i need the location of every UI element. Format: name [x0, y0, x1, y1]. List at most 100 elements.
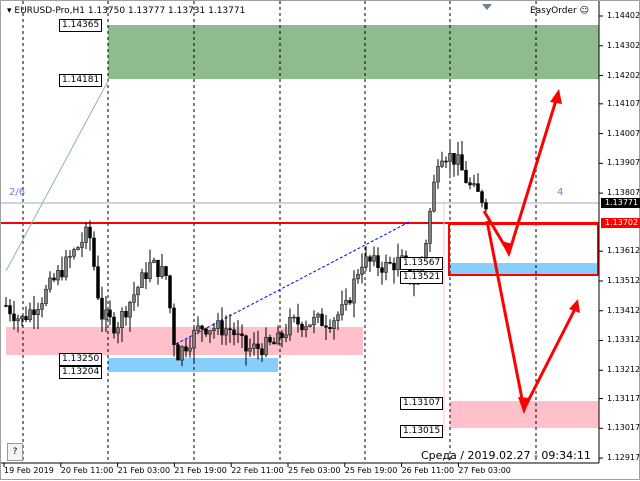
- green-supply-zone[interactable]: [108, 25, 599, 79]
- price-tick-label: 1.14107: [607, 98, 640, 108]
- current-price-tag: 1.13771: [601, 198, 640, 208]
- shift-marker-icon[interactable]: [482, 4, 492, 10]
- bull-candle: [292, 316, 296, 319]
- bull-candle: [336, 314, 340, 321]
- bear-candle: [144, 272, 148, 280]
- red-arrow-path-up: [482, 89, 562, 257]
- blue-zone-left[interactable]: [108, 358, 278, 372]
- bear-candle: [24, 316, 28, 321]
- bear-candle: [368, 256, 372, 262]
- bear-candle: [200, 325, 204, 330]
- bull-candle: [456, 154, 460, 165]
- price-label-blue-right-bottom[interactable]: 1.13521: [400, 271, 444, 284]
- bull-candle: [276, 332, 280, 345]
- bull-candle: [120, 310, 124, 328]
- price-label-pink-right-bottom[interactable]: 1.13015: [400, 425, 444, 438]
- bull-candle: [344, 300, 348, 305]
- bull-candle: [132, 294, 136, 303]
- red-target-box[interactable]: [448, 223, 599, 276]
- bull-candle: [48, 277, 52, 290]
- price-tick-label: 1.13612: [607, 246, 640, 256]
- price-tick-label: 1.13512: [607, 275, 640, 285]
- bear-candle: [88, 226, 92, 239]
- red-line-price-tag: 1.13702: [601, 218, 640, 228]
- bear-candle: [96, 266, 100, 299]
- time-tick-label: 25 Feb 19:00: [344, 466, 398, 475]
- bear-candle: [168, 275, 172, 309]
- bear-candle: [296, 316, 300, 325]
- blue-dotted-trend-line[interactable]: [175, 220, 412, 345]
- bear-candle: [100, 297, 104, 320]
- price-tick-label: 1.14202: [607, 70, 640, 80]
- bear-candle: [184, 346, 188, 352]
- bear-candle: [484, 202, 488, 210]
- bull-candle: [288, 317, 292, 336]
- time-tick-label: 21 Feb 19:00: [174, 466, 227, 475]
- bull-candle: [40, 303, 44, 310]
- bull-candle: [384, 262, 388, 273]
- chart-title: ▾ EURUSD-Pro,H1 1.13750 1.13777 1.13731 …: [7, 6, 246, 16]
- bear-candle: [156, 259, 160, 277]
- bull-candle: [364, 256, 368, 268]
- bull-candle: [136, 287, 140, 296]
- bear-candle: [380, 267, 384, 273]
- bear-candle: [300, 323, 304, 331]
- price-label-blue-left[interactable]: 1.13204: [59, 366, 103, 379]
- red-arrow-path-down: [485, 220, 580, 414]
- bear-candle: [464, 169, 468, 183]
- green-trend-line[interactable]: [5, 80, 109, 272]
- bull-candle: [264, 337, 268, 356]
- time-tick-label: 25 Feb 03:00: [288, 466, 341, 475]
- price-tick-label: 1.12917: [607, 453, 640, 463]
- bear-candle: [240, 333, 244, 336]
- bull-candle: [448, 153, 452, 162]
- bear-candle: [468, 182, 472, 186]
- smiley-icon: ☺: [579, 6, 589, 16]
- bull-candle: [432, 181, 436, 212]
- help-button[interactable]: ?: [7, 443, 23, 461]
- price-label-pink-left[interactable]: 1.13250: [59, 353, 103, 366]
- bull-candle: [332, 320, 336, 329]
- bear-candle: [8, 305, 12, 315]
- bull-candle: [180, 346, 184, 361]
- price-label-blue-right-top[interactable]: 1.13567: [400, 257, 444, 270]
- easyorder-label[interactable]: EasyOrder ☺: [530, 6, 589, 16]
- price-tick-label: 1.13412: [607, 305, 640, 315]
- price-label-green-bottom[interactable]: 1.14181: [59, 74, 103, 87]
- bull-candle: [284, 334, 288, 338]
- bear-candle: [280, 332, 284, 338]
- price-tick-label: 1.13907: [607, 158, 640, 168]
- time-tick-label: 27 Feb 03:00: [458, 466, 511, 475]
- bull-candle: [440, 160, 444, 167]
- bull-candle: [76, 247, 80, 250]
- price-label-green-top[interactable]: 1.14365: [59, 19, 103, 32]
- bull-candle: [224, 328, 228, 336]
- blue-zone-right[interactable]: [450, 263, 599, 275]
- bull-candle: [140, 272, 144, 288]
- expert-name: EasyOrder: [529, 6, 577, 16]
- bear-candle: [476, 183, 480, 192]
- bull-candle: [84, 226, 88, 243]
- price-tick-label: 1.14007: [607, 128, 640, 138]
- bear-candle: [232, 329, 236, 336]
- bull-candle: [44, 288, 48, 304]
- bear-candle: [460, 154, 464, 171]
- bear-candle: [272, 341, 276, 345]
- bear-candle: [164, 266, 168, 276]
- bear-candle: [172, 307, 176, 345]
- bull-candle: [316, 313, 320, 318]
- price-tick-label: 1.14302: [607, 40, 640, 50]
- time-tick-label: 26 Feb 11:00: [401, 466, 455, 475]
- time-tick-label: 20 Feb 11:00: [60, 466, 114, 475]
- bear-candle: [376, 255, 380, 268]
- price-tick-label: 1.13807: [607, 188, 640, 198]
- bear-candle: [388, 262, 392, 264]
- price-label-pink-right-top[interactable]: 1.13107: [400, 397, 444, 410]
- bear-candle: [392, 262, 396, 271]
- bear-candle: [4, 305, 8, 307]
- bear-candle: [260, 348, 264, 356]
- bull-candle: [248, 347, 252, 352]
- bear-candle: [452, 153, 456, 165]
